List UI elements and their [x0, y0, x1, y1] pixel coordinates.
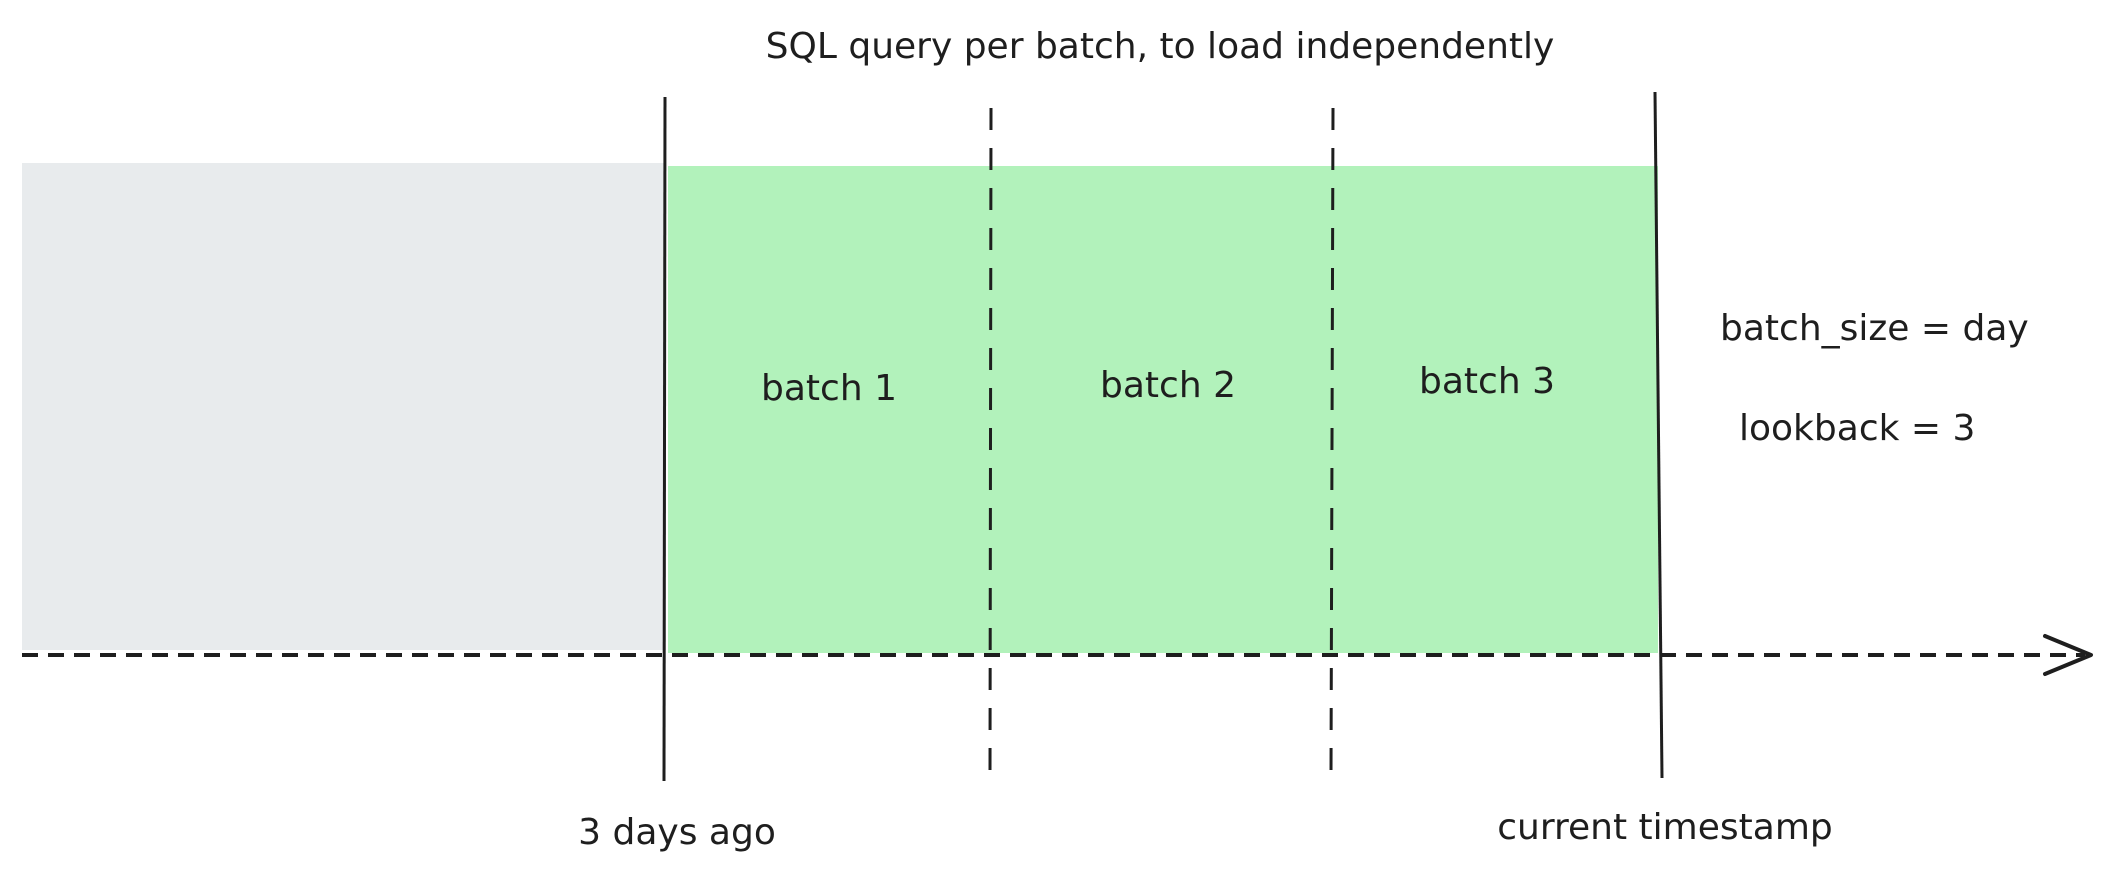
batch-region — [668, 166, 1658, 653]
end-boundary-line — [1653, 91, 1664, 779]
start-boundary-line — [662, 96, 667, 782]
lookback-param: lookback = 3 — [1739, 408, 1975, 449]
diagram-title: SQL query per batch, to load independent… — [766, 26, 1555, 67]
past-region — [22, 163, 666, 650]
end-marker-label: current timestamp — [1497, 807, 1833, 848]
batch-label-2: batch 2 — [1100, 365, 1236, 406]
batch-size-param: batch_size = day — [1720, 308, 2029, 349]
batch-divider-1 — [988, 107, 993, 775]
batch-label-3: batch 3 — [1419, 361, 1555, 402]
axis-arrowhead-icon — [2043, 634, 2093, 676]
batch-divider-2 — [1329, 107, 1335, 775]
start-marker-label: 3 days ago — [578, 812, 776, 853]
batch-label-1: batch 1 — [761, 368, 897, 409]
